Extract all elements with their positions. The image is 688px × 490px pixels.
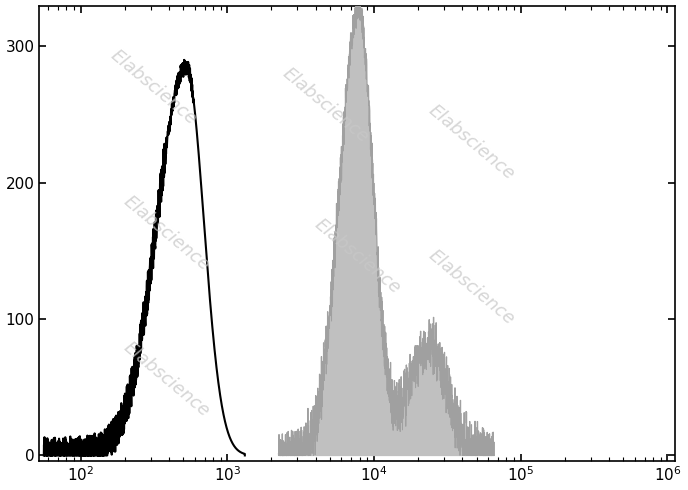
Text: Elabscience: Elabscience [279, 65, 372, 147]
Text: Elabscience: Elabscience [425, 247, 518, 329]
Text: Elabscience: Elabscience [425, 101, 518, 183]
Text: Elabscience: Elabscience [120, 192, 213, 274]
Text: Elabscience: Elabscience [310, 215, 404, 297]
Text: Elabscience: Elabscience [120, 338, 213, 420]
Polygon shape [279, 0, 494, 455]
Text: Elabscience: Elabscience [107, 47, 200, 129]
